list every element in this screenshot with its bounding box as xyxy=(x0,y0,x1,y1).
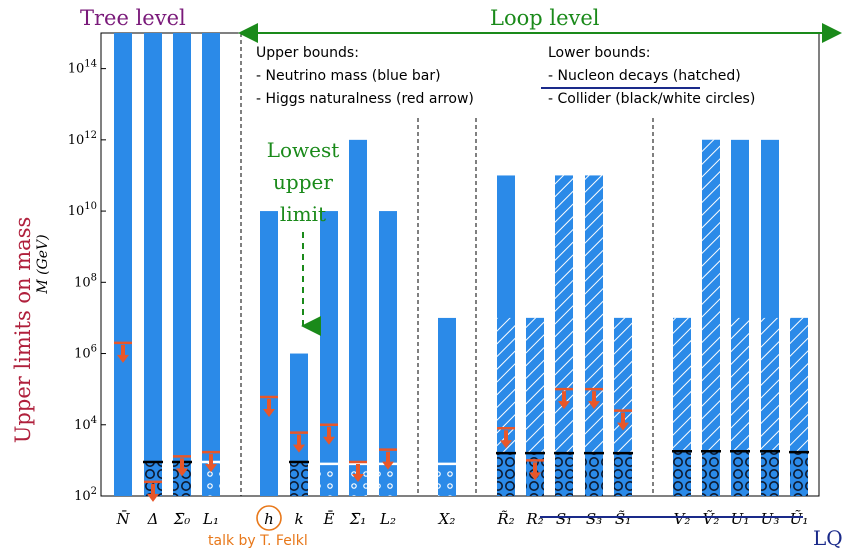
bar-collider-15 xyxy=(673,451,691,496)
x-tick-label-3: L₁ xyxy=(202,510,219,528)
annotation-line-1: Lowest xyxy=(267,138,340,162)
x-tick-label-11: R₂ xyxy=(525,510,543,528)
bar-collider-2 xyxy=(173,462,191,496)
legend-lower-title: Lower bounds: xyxy=(548,45,650,61)
x-tick-label-16: Ṽ₂ xyxy=(703,510,720,528)
x-tick-label-4: h xyxy=(264,510,274,528)
bar-collider-17 xyxy=(731,451,749,496)
bar-nucleon-16 xyxy=(702,139,720,496)
bar-nucleon-10 xyxy=(497,317,515,496)
bar-neutrino-3 xyxy=(202,33,220,496)
bar-collider-18 xyxy=(761,451,779,496)
x-tick-label-10: R̃₂ xyxy=(496,510,514,528)
y-tick-label-5: 1012 xyxy=(68,130,97,148)
annotation-line-3: limit xyxy=(280,202,326,226)
bar-collider-8 xyxy=(379,463,397,496)
h-highlight-circle xyxy=(256,505,282,531)
bar-nucleon-11 xyxy=(526,317,544,496)
x-tick-label-7: Σ̄₁ xyxy=(349,510,367,528)
x-tick-label-12: S₁ xyxy=(556,510,572,528)
higgs-arrow-2 xyxy=(176,458,188,477)
legend-upper-2: - Higgs naturalness (red arrow) xyxy=(256,91,474,107)
higgs-arrow-7 xyxy=(352,464,364,483)
bar-neutrino-0 xyxy=(114,33,132,496)
bar-neutrino-9 xyxy=(438,317,456,496)
bar-collider-6 xyxy=(320,463,338,496)
x-tick-label-15: V₂ xyxy=(674,510,691,528)
legend-upper-1: - Neutrino mass (blue bar) xyxy=(256,68,441,84)
higgs-arrow-11 xyxy=(529,462,541,481)
y-tick-label-3: 108 xyxy=(74,272,97,290)
bar-neutrino-6 xyxy=(320,211,338,497)
bar-collider-13 xyxy=(585,453,603,496)
bar-neutrino-5 xyxy=(290,353,308,496)
x-tick-label-13: S₃ xyxy=(586,510,602,528)
y-tick-label-4: 1010 xyxy=(68,201,97,219)
legend-upper-title: Upper bounds: xyxy=(256,45,359,61)
higgs-arrow-14 xyxy=(617,412,629,431)
x-tick-label-6: Ē xyxy=(323,510,335,528)
x-tick-label-14: S̃₁ xyxy=(615,510,631,528)
x-tick-label-8: L₂ xyxy=(379,510,396,528)
bar-neutrino-1 xyxy=(144,33,162,496)
bar-nucleon-14 xyxy=(614,317,632,496)
higgs-arrow-0 xyxy=(117,344,129,363)
bar-collider-3 xyxy=(202,462,220,496)
bar-collider-19 xyxy=(790,452,808,496)
bar-nucleon-13 xyxy=(585,175,603,496)
higgs-arrow-3 xyxy=(205,454,217,473)
bar-collider-1 xyxy=(144,462,162,496)
higgs-arrow-8 xyxy=(382,451,394,470)
higgs-arrow-5 xyxy=(293,434,305,453)
higgs-arrow-10 xyxy=(500,430,512,449)
higgs-arrow-13 xyxy=(588,391,600,410)
bar-neutrino-4 xyxy=(260,211,278,497)
x-tick-label-18: U₃ xyxy=(761,510,780,528)
bar-collider-10 xyxy=(497,453,515,496)
higgs-arrow-4 xyxy=(263,399,275,418)
higgs-arrow-6 xyxy=(323,426,335,445)
x-tick-label-9: X₂ xyxy=(438,510,456,528)
higgs-arrow-1 xyxy=(147,483,159,502)
tree-level-title: Tree level xyxy=(80,6,186,30)
annotation-line-2: upper xyxy=(273,170,333,194)
bar-collider-9 xyxy=(438,463,456,496)
legend-lower-2: - Collider (black/white circles) xyxy=(548,91,755,107)
bar-nucleon-12 xyxy=(555,175,573,496)
bar-neutrino-2 xyxy=(173,33,191,496)
x-tick-label-19: Ũ₁ xyxy=(790,510,809,528)
x-tick-label-2: Σ̄₀ xyxy=(173,510,191,528)
y-tick-label-2: 106 xyxy=(74,344,97,362)
higgs-arrow-12 xyxy=(558,391,570,410)
bar-collider-16 xyxy=(702,451,720,496)
x-tick-label-5: k xyxy=(294,510,303,528)
bar-neutrino-7 xyxy=(349,139,367,496)
bar-collider-12 xyxy=(555,453,573,496)
bar-neutrino-8 xyxy=(379,211,397,497)
legend-lower-1: - Nucleon decays (hatched) xyxy=(548,68,741,84)
talk-credit: talk by T. Felkl xyxy=(208,533,308,549)
x-tick-label-17: U₁ xyxy=(731,510,750,528)
x-tick-label-1: Δ xyxy=(147,510,159,528)
y-tick-label-6: 1014 xyxy=(68,59,97,77)
bar-collider-5 xyxy=(290,462,308,496)
y-tick-label-0: 102 xyxy=(74,486,97,504)
x-tick-label-0: N̄ xyxy=(115,510,130,528)
lq-label: LQ xyxy=(813,526,843,550)
y-tick-label-1: 104 xyxy=(74,415,97,433)
bar-collider-14 xyxy=(614,453,632,496)
